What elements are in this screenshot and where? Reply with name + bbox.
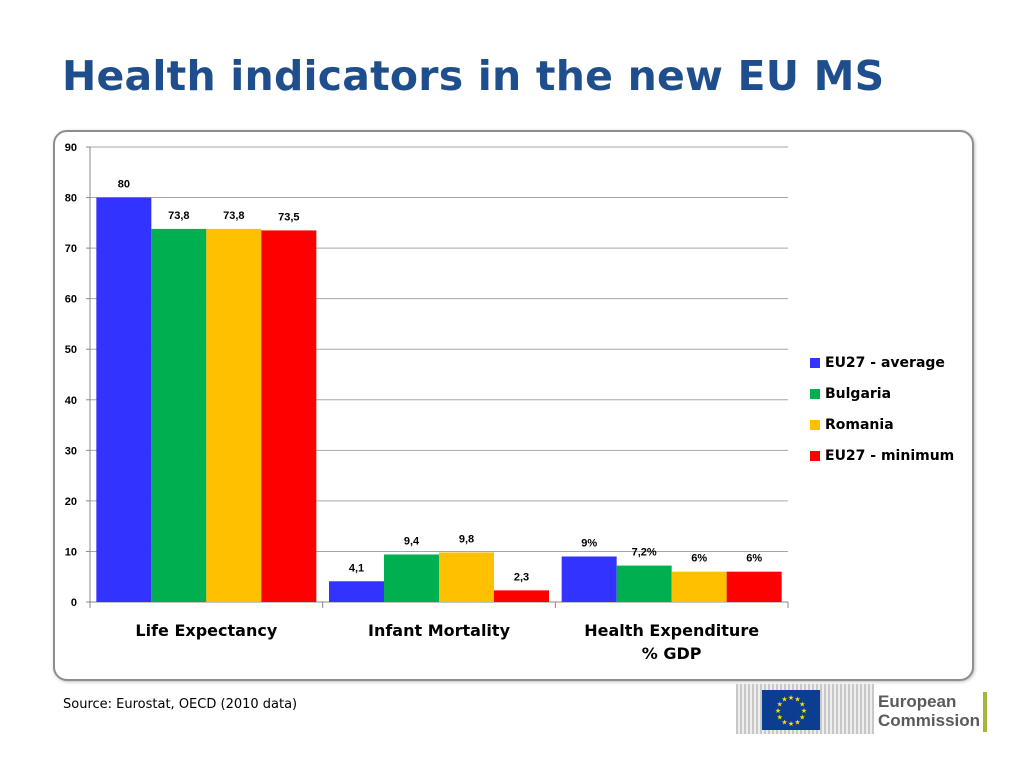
data-label: 73,8: [168, 210, 189, 222]
y-tick-label: 20: [65, 496, 77, 508]
logo-text-line1: European: [878, 692, 957, 711]
data-label: 4,1: [349, 562, 364, 574]
flag-star-icon: ★: [788, 720, 794, 728]
data-label: 73,5: [278, 211, 299, 223]
flag-star-icon: ★: [801, 707, 807, 715]
data-label: 9,4: [404, 535, 420, 547]
category-label: Health Expenditure: [584, 621, 759, 640]
legend-label: Bulgaria: [825, 385, 892, 402]
data-label: 80: [118, 179, 130, 191]
legend-item-eu27-minimum: EU27 - minimum: [810, 440, 954, 471]
bar: [329, 581, 384, 602]
flag-star-icon: ★: [781, 696, 787, 704]
legend-swatch: [810, 357, 820, 368]
flag-star-icon: ★: [775, 707, 781, 715]
logo-text: European Commission: [878, 692, 980, 730]
legend-swatch: [810, 388, 820, 399]
bar: [206, 228, 262, 602]
bar: [561, 556, 617, 602]
legend-swatch: [810, 450, 820, 461]
slide-title: Health indicators in the new EU MS: [62, 52, 885, 100]
y-tick-label: 70: [65, 243, 77, 255]
bar: [671, 571, 727, 602]
bar: [151, 228, 207, 602]
y-tick-label: 50: [65, 344, 77, 356]
flag-star-icon: ★: [799, 714, 805, 722]
data-label: 6%: [746, 553, 762, 565]
bar: [494, 590, 549, 602]
flag-star-icon: ★: [781, 718, 787, 726]
bar: [384, 554, 439, 602]
flag-star-icon: ★: [777, 701, 783, 709]
y-tick-label: 90: [65, 142, 77, 154]
y-tick-label: 30: [65, 445, 77, 457]
legend-label: Romania: [825, 416, 894, 433]
data-label: 9,8: [459, 533, 474, 545]
european-commission-logo: ★ ★ ★ ★ ★ ★ ★ ★ ★ ★ ★ ★ European Commission: [736, 678, 992, 736]
flag-star-icon: ★: [794, 696, 800, 704]
category-label: Life Expectancy: [135, 621, 277, 640]
y-tick-label: 0: [71, 597, 77, 609]
bar: [439, 552, 494, 602]
data-label: 73,8: [223, 210, 244, 222]
source-note: Source: Eurostat, OECD (2010 data): [63, 697, 298, 712]
legend-item-romania: Romania: [810, 409, 954, 440]
eu-flag-icon: ★ ★ ★ ★ ★ ★ ★ ★ ★ ★ ★ ★: [762, 690, 820, 730]
bar: [96, 197, 152, 603]
legend-label: EU27 - average: [825, 354, 945, 371]
category-label: Infant Mortality: [368, 621, 511, 640]
bar: [616, 565, 672, 602]
y-tick-label: 60: [65, 294, 77, 306]
y-tick-label: 80: [65, 193, 77, 205]
legend-swatch: [810, 419, 820, 430]
bar: [261, 230, 317, 602]
legend-label: EU27 - minimum: [825, 447, 955, 464]
data-label: 6%: [691, 553, 707, 565]
logo-accent-bar: [983, 692, 987, 732]
category-label: % GDP: [642, 644, 702, 663]
flag-star-icon: ★: [794, 718, 800, 726]
flag-star-icon: ★: [777, 714, 783, 722]
data-label: 7,2%: [632, 547, 657, 559]
y-tick-label: 40: [65, 395, 77, 407]
legend-item-eu27-average: EU27 - average: [810, 347, 954, 378]
y-tick-label: 10: [65, 546, 77, 558]
legend-item-bulgaria: Bulgaria: [810, 378, 954, 409]
flag-star-icon: ★: [788, 694, 794, 702]
logo-text-line2: Commission: [878, 711, 981, 730]
bar: [726, 571, 782, 602]
data-label: 9%: [581, 538, 597, 550]
data-label: 2,3: [514, 571, 529, 583]
flag-star-icon: ★: [799, 701, 805, 709]
chart-legend: EU27 - average Bulgaria Romania EU27 - m…: [810, 347, 954, 471]
